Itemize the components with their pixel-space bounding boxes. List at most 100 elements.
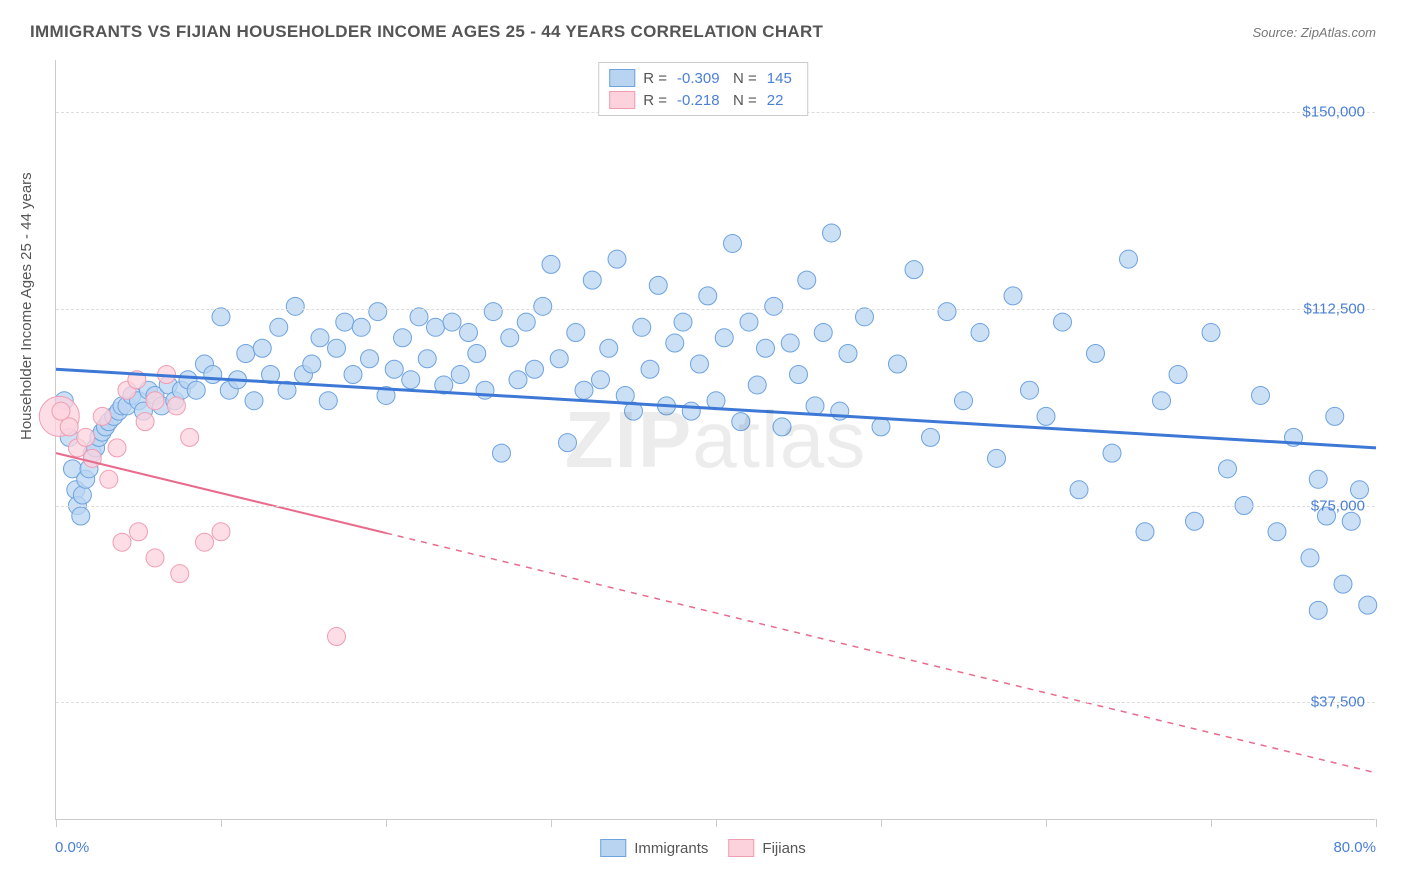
scatter-point xyxy=(1087,345,1105,363)
scatter-point xyxy=(773,418,791,436)
legend-item: Fijians xyxy=(728,839,805,857)
scatter-point xyxy=(732,413,750,431)
correlation-legend: R = -0.309 N = 145 R = -0.218 N = 22 xyxy=(598,62,808,116)
scatter-point xyxy=(93,407,111,425)
scatter-point xyxy=(460,324,478,342)
scatter-point xyxy=(1334,575,1352,593)
scatter-point xyxy=(1070,481,1088,499)
scatter-point xyxy=(1309,601,1327,619)
scatter-point xyxy=(748,376,766,394)
gridline xyxy=(56,309,1375,310)
x-tick xyxy=(1211,819,1212,827)
scatter-point xyxy=(237,345,255,363)
scatter-point xyxy=(1326,407,1344,425)
scatter-point xyxy=(187,381,205,399)
scatter-point xyxy=(872,418,890,436)
scatter-point xyxy=(517,313,535,331)
legend-item: Immigrants xyxy=(600,839,708,857)
scatter-point xyxy=(1342,512,1360,530)
scatter-point xyxy=(988,449,1006,467)
legend-n-label: N = xyxy=(733,92,757,109)
scatter-point xyxy=(757,339,775,357)
scatter-point xyxy=(344,365,362,383)
scatter-point xyxy=(509,371,527,389)
legend-label: Fijians xyxy=(762,840,805,857)
scatter-point xyxy=(781,334,799,352)
x-tick xyxy=(881,819,882,827)
scatter-point xyxy=(402,371,420,389)
scatter-point xyxy=(1054,313,1072,331)
scatter-point xyxy=(319,392,337,410)
scatter-point xyxy=(790,365,808,383)
chart-title: IMMIGRANTS VS FIJIAN HOUSEHOLDER INCOME … xyxy=(30,22,823,42)
y-tick-label: $150,000 xyxy=(1302,104,1365,121)
x-tick xyxy=(221,819,222,827)
scatter-point xyxy=(361,350,379,368)
scatter-point xyxy=(649,276,667,294)
scatter-point xyxy=(526,360,544,378)
legend-row: R = -0.218 N = 22 xyxy=(609,89,797,111)
scatter-point xyxy=(608,250,626,268)
gridline xyxy=(56,506,1375,507)
scatter-point xyxy=(212,523,230,541)
scatter-point xyxy=(468,345,486,363)
scatter-point xyxy=(253,339,271,357)
scatter-point xyxy=(534,297,552,315)
scatter-point xyxy=(146,549,164,567)
scatter-point xyxy=(938,303,956,321)
trend-line-dashed xyxy=(386,533,1376,773)
scatter-point xyxy=(311,329,329,347)
y-tick-label: $75,000 xyxy=(1311,497,1365,514)
legend-swatch xyxy=(600,839,626,857)
scatter-point xyxy=(1359,596,1377,614)
scatter-point xyxy=(889,355,907,373)
scatter-point xyxy=(559,434,577,452)
scatter-point xyxy=(286,297,304,315)
scatter-point xyxy=(550,350,568,368)
scatter-point xyxy=(303,355,321,373)
scatter-point xyxy=(83,449,101,467)
scatter-point xyxy=(167,397,185,415)
scatter-point xyxy=(410,308,428,326)
legend-swatch xyxy=(609,91,635,109)
scatter-point xyxy=(1219,460,1237,478)
scatter-point xyxy=(451,365,469,383)
scatter-point xyxy=(740,313,758,331)
scatter-point xyxy=(583,271,601,289)
legend-row: R = -0.309 N = 145 xyxy=(609,67,797,89)
scatter-point xyxy=(666,334,684,352)
scatter-point xyxy=(394,329,412,347)
scatter-point xyxy=(204,365,222,383)
scatter-point xyxy=(493,444,511,462)
scatter-point xyxy=(806,397,824,415)
scatter-point xyxy=(724,234,742,252)
scatter-point xyxy=(1301,549,1319,567)
scatter-point xyxy=(955,392,973,410)
scatter-point xyxy=(484,303,502,321)
x-tick xyxy=(386,819,387,827)
scatter-point xyxy=(1169,365,1187,383)
trend-line xyxy=(56,453,386,533)
scatter-point xyxy=(691,355,709,373)
scatter-point xyxy=(798,271,816,289)
legend-label: Immigrants xyxy=(634,840,708,857)
scatter-point xyxy=(1120,250,1138,268)
scatter-point xyxy=(1252,386,1270,404)
scatter-point xyxy=(196,533,214,551)
scatter-point xyxy=(245,392,263,410)
y-tick-label: $112,500 xyxy=(1304,300,1365,317)
scatter-point xyxy=(212,308,230,326)
scatter-point xyxy=(385,360,403,378)
scatter-point xyxy=(592,371,610,389)
scatter-point xyxy=(418,350,436,368)
scatter-point xyxy=(1309,470,1327,488)
legend-r-value: -0.218 xyxy=(677,92,725,109)
legend-swatch xyxy=(609,69,635,87)
scatter-point xyxy=(567,324,585,342)
scatter-point xyxy=(60,418,78,436)
y-tick-label: $37,500 xyxy=(1311,694,1365,711)
scatter-point xyxy=(814,324,832,342)
scatter-point xyxy=(715,329,733,347)
chart-plot-area: ZIPatlas $37,500$75,000$112,500$150,000 xyxy=(55,60,1375,820)
legend-n-label: N = xyxy=(733,70,757,87)
